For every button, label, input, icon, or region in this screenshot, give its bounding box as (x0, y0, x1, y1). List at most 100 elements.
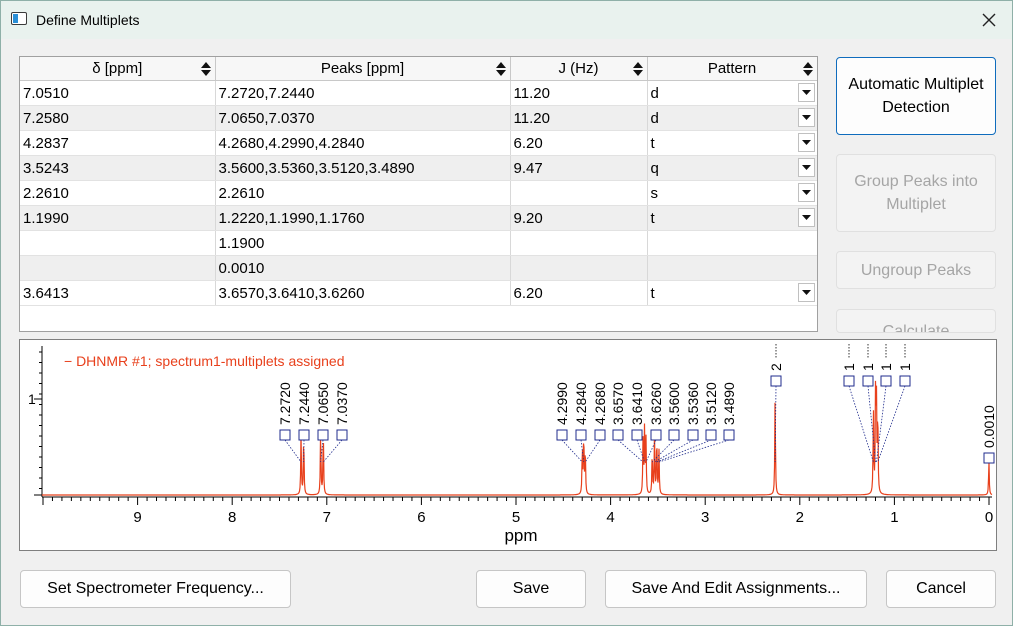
cell-pattern[interactable]: t (647, 130, 817, 156)
cell-j[interactable]: 9.47 (510, 155, 648, 181)
sort-arrows-icon[interactable] (495, 61, 506, 77)
multiplets-table[interactable]: δ [ppm] Peaks [ppm] J (Hz) Pattern 7.051… (19, 56, 818, 332)
table-row[interactable]: 7.2580 7.0650,7.0370 11.20 d (20, 105, 817, 131)
table-row[interactable]: 0.0010 (20, 255, 817, 281)
cell-pattern[interactable]: s (647, 180, 817, 206)
cell-value: 0.0010 (218, 259, 265, 277)
peak-marker (631, 429, 643, 441)
cell-j[interactable]: 9.20 (510, 205, 648, 231)
cell-peaks[interactable]: 7.0650,7.0370 (215, 105, 511, 131)
cell-pattern[interactable]: q (647, 155, 817, 181)
cell-shift[interactable]: 4.2837 (20, 130, 216, 156)
cell-j[interactable] (510, 180, 648, 206)
peak-label: 3.6570 (610, 382, 626, 425)
table-row[interactable]: 3.5243 3.5600,3.5360,3.5120,3.4890 9.47 q (20, 155, 817, 181)
cell-j[interactable]: 6.20 (510, 280, 648, 306)
pattern-dropdown-button[interactable] (797, 208, 815, 227)
peak-marker (687, 429, 699, 441)
table-row[interactable]: 2.2610 2.2610 s (20, 180, 817, 206)
column-header-j[interactable]: J (Hz) (510, 57, 648, 81)
peak-label: 3.5600 (666, 382, 682, 425)
cell-pattern[interactable] (647, 255, 817, 281)
cell-peaks[interactable]: 1.2220,1.1990,1.1760 (215, 205, 511, 231)
button-label: Group Peaks into Multiplet (854, 173, 978, 213)
cell-shift[interactable]: 7.2580 (20, 105, 216, 131)
cell-pattern[interactable]: t (647, 205, 817, 231)
peak-leader-line (322, 439, 343, 463)
set-spectrometer-frequency-button[interactable]: Set Spectrometer Frequency... (20, 570, 291, 608)
table-row[interactable]: 7.0510 7.2720,7.2440 11.20 d (20, 80, 817, 106)
automatic-multiplet-detection-button[interactable]: Automatic Multiplet Detection (836, 57, 996, 135)
pattern-dropdown-button[interactable] (797, 283, 815, 302)
cell-value: d (650, 84, 659, 102)
cell-value: q (650, 159, 659, 177)
group-peaks-button[interactable]: Group Peaks into Multiplet (836, 154, 996, 232)
pattern-dropdown-button[interactable] (797, 183, 815, 202)
column-header-label: δ [ppm] (92, 60, 143, 77)
peak-label: 7.0370 (334, 382, 350, 425)
pattern-dropdown-button[interactable] (797, 158, 815, 177)
cell-pattern[interactable] (647, 230, 817, 256)
peak-label: 4.2840 (573, 382, 589, 425)
cell-shift[interactable]: 3.6413 (20, 280, 216, 306)
table-row[interactable]: 3.6413 3.6570,3.6410,3.6260 6.20 t (20, 280, 817, 306)
cell-j[interactable]: 11.20 (510, 80, 648, 106)
window-title: Define Multiplets (36, 12, 140, 28)
peak-label: 7.2720 (277, 382, 293, 425)
cell-pattern[interactable]: d (647, 80, 817, 106)
x-tick-label: 2 (796, 509, 804, 526)
column-header-label: Pattern (707, 60, 757, 77)
calculate-button[interactable]: Calculate (836, 309, 996, 333)
cell-peaks[interactable]: 2.2610 (215, 180, 511, 206)
cell-shift[interactable]: 2.2610 (20, 180, 216, 206)
save-button[interactable]: Save (476, 570, 586, 608)
cell-peaks[interactable]: 3.5600,3.5360,3.5120,3.4890 (215, 155, 511, 181)
cell-pattern[interactable]: t (647, 280, 817, 306)
cell-peaks[interactable]: 7.2720,7.2440 (215, 80, 511, 106)
cell-value: t (650, 134, 655, 152)
cancel-button[interactable]: Cancel (886, 570, 996, 608)
sort-arrows-icon[interactable] (632, 61, 643, 77)
save-and-edit-assignments-button[interactable]: Save And Edit Assignments... (605, 570, 867, 608)
cell-j[interactable] (510, 230, 648, 256)
button-label: Set Spectrometer Frequency... (47, 580, 264, 597)
table-row[interactable]: 1.1990 1.2220,1.1990,1.1760 9.20 t (20, 205, 817, 231)
cell-value: 7.2720,7.2440 (218, 84, 315, 102)
cell-peaks[interactable]: 0.0010 (215, 255, 511, 281)
pattern-dropdown-button[interactable] (797, 133, 815, 152)
pattern-dropdown-button[interactable] (797, 108, 815, 127)
cell-shift[interactable]: 7.0510 (20, 80, 216, 106)
cell-j[interactable] (510, 255, 648, 281)
sort-arrows-icon[interactable] (200, 61, 211, 77)
cell-shift[interactable] (20, 255, 216, 281)
table-row[interactable]: 1.1900 (20, 230, 817, 256)
x-axis-label: ppm (504, 526, 537, 545)
spectrum-svg: 1 9 8 7 6 5 4 3 2 1 0 ppm − DHNMR #1; spectrum1-mult… (28, 344, 997, 545)
cell-shift[interactable] (20, 230, 216, 256)
cell-peaks[interactable]: 3.6570,3.6410,3.6260 (215, 280, 511, 306)
column-header-peaks[interactable]: Peaks [ppm] (215, 57, 511, 81)
ungroup-peaks-button[interactable]: Ungroup Peaks (836, 251, 996, 289)
cell-shift[interactable]: 1.1990 (20, 205, 216, 231)
spectrum-plot[interactable]: 1 9 8 7 6 5 4 3 2 1 0 ppm − DHNMR #1; spectrum1-mult… (19, 339, 997, 551)
cell-value: 3.5243 (23, 159, 69, 177)
multiplet-marker (770, 375, 782, 387)
pattern-dropdown-button[interactable] (797, 83, 815, 102)
cell-j[interactable]: 6.20 (510, 130, 648, 156)
table-row[interactable]: 4.2837 4.2680,4.2990,4.2840 6.20 t (20, 130, 817, 156)
cell-peaks[interactable]: 4.2680,4.2990,4.2840 (215, 130, 511, 156)
column-header-pattern[interactable]: Pattern (647, 57, 817, 81)
cell-pattern[interactable]: d (647, 105, 817, 131)
button-label: Save And Edit Assignments... (631, 580, 841, 597)
column-header-label: J (Hz) (558, 60, 599, 77)
sort-arrows-icon[interactable] (802, 61, 813, 77)
caret-down-icon (801, 90, 811, 95)
column-header-shift[interactable]: δ [ppm] (20, 57, 216, 81)
close-button[interactable] (966, 1, 1012, 39)
cell-shift[interactable]: 3.5243 (20, 155, 216, 181)
caret-down-icon (801, 165, 811, 170)
peak-marker (556, 429, 568, 441)
peak-leader-line (658, 439, 730, 463)
cell-j[interactable]: 11.20 (510, 105, 648, 131)
cell-peaks[interactable]: 1.1900 (215, 230, 511, 256)
